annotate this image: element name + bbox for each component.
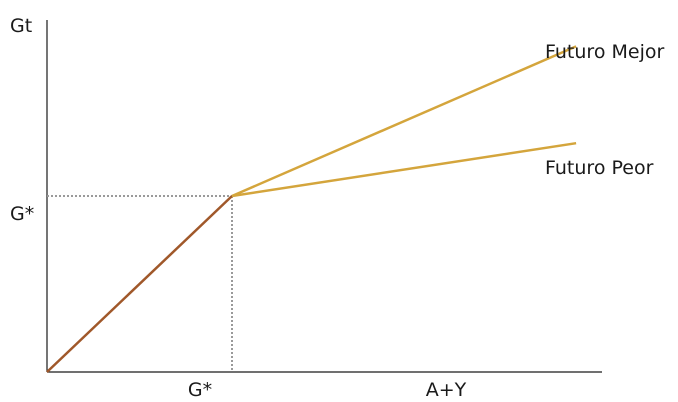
y-axis-label: Gt: [10, 15, 32, 37]
legend-label-peor: Futuro Peor: [545, 157, 654, 179]
series-line-mejor: [231, 45, 577, 198]
x-axis-label: A+Y: [426, 379, 467, 401]
series-line-base: [46, 195, 233, 373]
series-line-peor: [231, 141, 577, 198]
x-tick-label: G*: [188, 379, 212, 401]
legend-label-mejor: Futuro Mejor: [545, 41, 664, 63]
y-tick-label: G*: [10, 203, 34, 225]
